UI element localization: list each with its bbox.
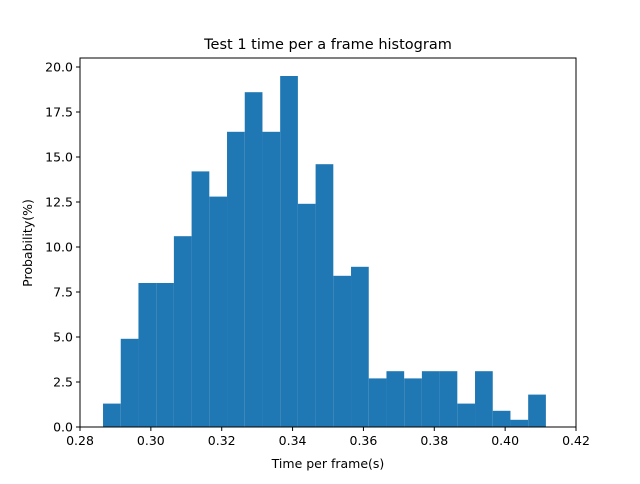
histogram-bar [209,196,228,427]
y-tick-label: 2.5 [53,375,73,390]
x-tick-label: 0.32 [208,433,236,448]
y-tick-label: 7.5 [53,285,73,300]
x-axis-label: Time per frame(s) [271,456,385,471]
y-tick-label: 0.0 [53,420,73,435]
histogram-bar [510,419,529,427]
y-tick-label: 17.5 [45,105,73,120]
histogram-bar [103,403,121,427]
x-tick-label: 0.34 [279,433,307,448]
histogram-bar [457,403,476,427]
histogram-bar [333,275,352,427]
histogram-bar [280,76,298,427]
histogram-bar [386,371,405,427]
histogram-bar [439,371,458,427]
histogram-bars [103,76,546,428]
histogram-bar [421,371,440,427]
x-tick-label: 0.28 [66,433,94,448]
histogram-bar [173,236,192,427]
y-tick-label: 12.5 [45,195,73,210]
y-axis-ticks: 0.0 2.5 5.0 7.5 10.0 12.5 15.0 17.5 20.0 [45,60,80,435]
x-axis-ticks: 0.28 0.30 0.32 0.34 0.36 0.38 0.40 0.42 [66,427,590,448]
histogram-bar [528,394,546,427]
histogram-bar [262,131,281,428]
histogram-bar [492,410,511,427]
x-tick-label: 0.38 [420,433,448,448]
x-tick-label: 0.30 [137,433,165,448]
y-tick-label: 5.0 [53,330,73,345]
histogram-bar [227,131,245,428]
y-axis-label: Probability(%) [20,199,35,287]
y-tick-label: 15.0 [45,150,73,165]
histogram-bar [191,171,210,427]
histogram-bar [368,378,387,427]
histogram-bar [244,92,263,427]
plot-area-frame [79,57,577,428]
histogram-bar [138,283,157,427]
x-tick-label: 0.40 [491,433,519,448]
histogram-bar [404,378,422,427]
x-tick-label: 0.42 [562,433,590,448]
histogram-bar [351,266,369,427]
histogram-bar [297,203,316,427]
x-tick-label: 0.36 [350,433,378,448]
histogram-bar [156,283,174,427]
histogram-bar [315,164,334,427]
y-tick-label: 10.0 [45,240,73,255]
histogram-bar [120,338,139,427]
y-tick-label: 20.0 [45,60,73,75]
histogram-bar [475,371,493,427]
chart-title: Test 1 time per a frame histogram [203,37,452,53]
